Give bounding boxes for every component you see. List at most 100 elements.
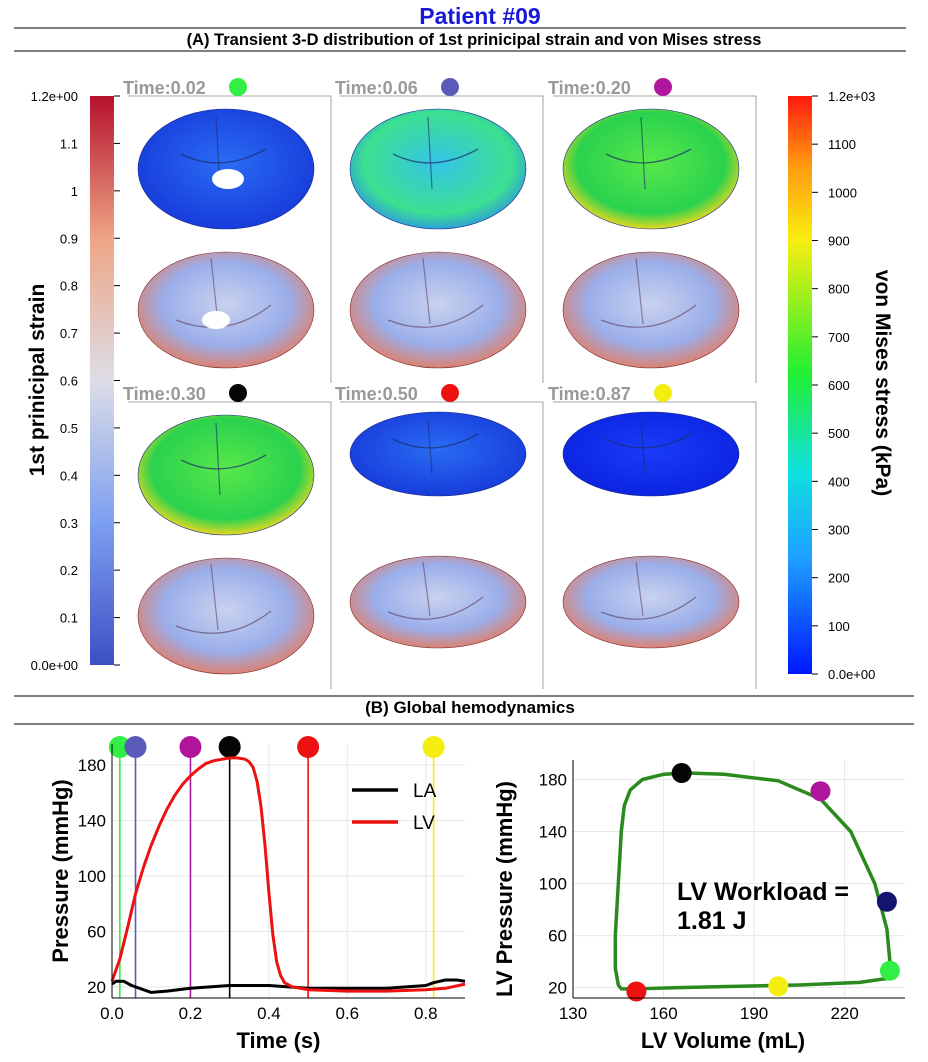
stress-valve-render <box>137 414 315 536</box>
stress-tick-label: 1000 <box>828 185 857 200</box>
y-axis-label: Pressure (mmHg) <box>48 779 73 962</box>
y-tick-label: 180 <box>539 771 567 790</box>
stress-tick-label: 100 <box>828 619 850 634</box>
y-tick-label: 140 <box>539 823 567 842</box>
y-axis-label: LV Pressure (mmHg) <box>492 781 517 997</box>
x-tick-label: 130 <box>559 1004 587 1023</box>
stress-colorbar-label: von Mises stress (kPa) <box>871 270 894 496</box>
stress-tick-label: 900 <box>828 234 850 249</box>
pv-loop-chart: 20 60 100 140 180 130 160 190 220 LV Workload =1.… <box>492 760 905 1053</box>
stress-valve-fold <box>180 454 267 470</box>
stress-valve-fold <box>392 148 479 164</box>
stress-tick-label: 1100 <box>828 137 856 152</box>
strain-tick-label: 0.2 <box>60 563 78 578</box>
stress-valve-fold <box>605 148 692 164</box>
plot-area <box>112 744 465 998</box>
stress-valve-fold <box>605 433 692 449</box>
strain-valve-fold <box>422 561 431 617</box>
stress-valve-render <box>349 411 527 497</box>
strain-valve-fold <box>387 596 484 620</box>
stress-tick-label: 200 <box>828 571 850 586</box>
strain-valve-fold <box>635 257 644 325</box>
valve-panel-frame <box>553 401 757 689</box>
time-marker-dot <box>179 736 202 758</box>
strain-colorbar-ticks: 1.2e+00 1.1 1 0.9 0.8 0.7 0.6 0.5 0.4 0.3 0.2 0.1 0.… <box>31 89 120 673</box>
strain-tick-label: 0.0e+00 <box>31 658 78 673</box>
x-axis-label: LV Volume (mL) <box>641 1028 805 1053</box>
stress-tick-label: 500 <box>828 426 850 441</box>
strain-valve-fold <box>422 257 431 325</box>
strain-valve-fold <box>600 304 697 328</box>
stress-tick-label: 1.2e+03 <box>828 89 875 104</box>
stress-tick-label: 700 <box>828 330 850 345</box>
strain-tick-label: 1.1 <box>60 136 78 151</box>
y-tick-label: 100 <box>78 867 106 886</box>
y-tick-label: 180 <box>78 756 106 775</box>
strain-valve-fold <box>387 304 484 328</box>
stress-colorbar: 1.2e+03 1100 1000 900 800 700 600 500 400 300 200 1… <box>788 89 894 682</box>
x-tick-label: 0.8 <box>414 1004 438 1023</box>
valve-panel-frame <box>553 95 757 383</box>
stress-valve-fold <box>180 148 267 164</box>
strain-valve-fold <box>600 596 697 620</box>
x-tick-label: 160 <box>649 1004 677 1023</box>
time-marker-dot <box>229 78 247 96</box>
stress-valve-fold <box>392 433 479 449</box>
time-marker-dot <box>654 384 672 402</box>
x-tick-label: 190 <box>740 1004 768 1023</box>
strain-tick-label: 1 <box>71 184 78 199</box>
stress-tick-label: 800 <box>828 282 850 297</box>
valve-panel: Time:0.06 <box>335 78 544 383</box>
x-tick-label: 220 <box>830 1004 858 1023</box>
strain-tick-label: 0.1 <box>60 611 78 626</box>
x-axis-label: Time (s) <box>237 1028 321 1053</box>
time-marker-dot <box>422 736 445 758</box>
valve-panel-grid: Time:0.02 Time:0.06 Time:0.20 Time:0.30 Time… <box>123 78 757 689</box>
stress-tick-label: 600 <box>828 378 850 393</box>
y-tick-label: 20 <box>87 978 106 997</box>
time-label: Time:0.87 <box>548 384 631 404</box>
strain-valve-render <box>562 251 740 369</box>
y-tick-label: 20 <box>548 979 567 998</box>
strain-colorbar-gradient <box>90 96 114 665</box>
y-tick-label: 60 <box>87 922 106 941</box>
time-marker-dot <box>108 736 131 758</box>
valve-panel: Time:0.87 <box>548 384 757 689</box>
y-tick-label: 60 <box>548 927 567 946</box>
pressure-time-chart: 20 60 100 140 180 0.0 0.2 0.4 0.6 0.8 LA LV Time (s)… <box>48 736 466 1053</box>
pv-loop-point <box>671 763 692 784</box>
section-a-title: (A) Transient 3-D distribution of 1st pr… <box>187 31 762 49</box>
strain-valve-render <box>137 251 315 369</box>
pv-loop-point <box>810 781 831 802</box>
workload-annotation: LV Workload = <box>677 878 849 906</box>
pv-loop-point <box>626 981 647 1002</box>
strain-valve-render <box>349 555 527 649</box>
stress-tick-label: 400 <box>828 474 850 489</box>
valve-panel: Time:0.30 <box>123 384 332 689</box>
time-label: Time:0.06 <box>335 78 418 98</box>
stress-valve-fold <box>640 419 646 475</box>
section-b-title: (B) Global hemodynamics <box>365 698 575 717</box>
pv-loop-point <box>879 960 900 981</box>
stress-tick-label: 0.0e+00 <box>828 667 875 682</box>
strain-tick-label: 0.3 <box>60 516 78 531</box>
strain-valve-render <box>562 555 740 649</box>
strain-colorbar-label: 1st prinicipal strain <box>26 284 49 477</box>
time-marker-dot <box>297 736 320 758</box>
valve-panel: Time:0.20 <box>548 78 757 383</box>
stress-valve-render <box>562 411 740 497</box>
x-tick-label: 0.2 <box>179 1004 203 1023</box>
stress-valve-render <box>349 108 527 230</box>
strain-valve-fold <box>635 561 644 617</box>
strain-tick-label: 0.6 <box>60 374 78 389</box>
time-marker-dot <box>441 78 459 96</box>
time-marker-dot <box>124 736 147 758</box>
stress-colorbar-gradient <box>788 96 812 674</box>
stress-valve-fold <box>215 422 221 496</box>
x-tick-label: 0.6 <box>336 1004 360 1023</box>
strain-tick-label: 0.8 <box>60 279 78 294</box>
strain-tick-label: 0.7 <box>60 326 78 341</box>
workload-annotation: 1.81 J <box>677 907 747 935</box>
strain-valve-fold <box>175 610 272 634</box>
time-label: Time:0.50 <box>335 384 418 404</box>
